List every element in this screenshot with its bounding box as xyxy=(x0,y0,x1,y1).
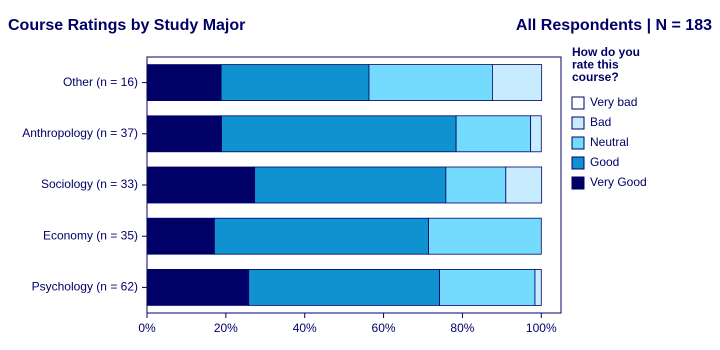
y-tick-label: Sociology (n = 33) xyxy=(41,177,138,191)
chart-subtitle: All Respondents | N = 183 xyxy=(516,17,712,34)
legend-swatch xyxy=(571,176,585,190)
bar-segment xyxy=(455,115,532,153)
bar-segment xyxy=(221,115,457,153)
bar-segment xyxy=(214,217,429,255)
bar-segment xyxy=(439,268,536,306)
legend-label: Neutral xyxy=(590,135,629,149)
x-tick-label: 40% xyxy=(293,321,317,335)
legend-title: course? xyxy=(572,70,619,84)
bar-segment xyxy=(445,166,507,204)
bar-segment xyxy=(368,64,493,101)
bar-segment xyxy=(505,166,543,204)
y-tick-label: Other (n = 16) xyxy=(63,75,138,89)
legend-title: rate this xyxy=(572,58,619,72)
bar-segment xyxy=(254,166,447,204)
bar-segment xyxy=(146,115,222,153)
x-tick-label: 80% xyxy=(450,321,474,335)
legend-swatch xyxy=(571,96,585,110)
bar-segment xyxy=(146,268,250,306)
x-tick-label: 0% xyxy=(138,321,156,335)
legend-label: Bad xyxy=(590,115,611,129)
legend-label: Very bad xyxy=(590,95,637,109)
legend-title: How do you xyxy=(572,45,640,59)
x-tick-label: 60% xyxy=(372,321,396,335)
legend-swatch xyxy=(571,136,585,150)
x-tick-label: 20% xyxy=(214,321,238,335)
x-tick-label: 100% xyxy=(526,321,557,335)
y-tick-label: Economy (n = 35) xyxy=(43,228,138,242)
y-tick-label: Psychology (n = 62) xyxy=(32,280,138,294)
y-tick-label: Anthropology (n = 37) xyxy=(22,126,138,140)
legend-swatch xyxy=(571,156,585,170)
bar-segment xyxy=(220,64,370,101)
legend-label: Very Good xyxy=(590,175,647,189)
chart-title: Course Ratings by Study Major xyxy=(8,17,245,34)
legend-label: Good xyxy=(590,155,619,169)
bar-segment xyxy=(248,268,440,306)
bar-segment xyxy=(146,217,215,255)
legend-swatch xyxy=(571,116,585,130)
bar-segment xyxy=(534,268,542,306)
bar-segment xyxy=(146,166,256,204)
bar-segment xyxy=(491,64,543,101)
bar-segment xyxy=(530,115,542,153)
bar-segment xyxy=(146,64,222,101)
bar-segment xyxy=(428,217,542,255)
